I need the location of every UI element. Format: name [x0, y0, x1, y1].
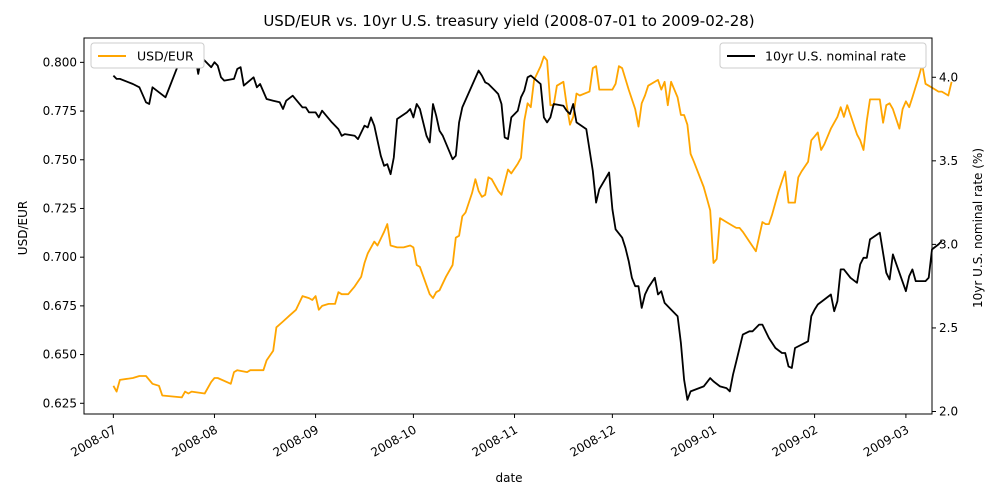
left-y-tick-label: 0.700	[43, 250, 77, 264]
right-y-tick-label: 2.5	[939, 321, 958, 335]
series-line-10yr-rate	[112, 53, 943, 401]
legend-10yr-rate: 10yr U.S. nominal rate	[719, 42, 927, 69]
right-y-tick-label: 4.0	[939, 70, 958, 84]
plot-area	[112, 53, 953, 401]
right-y-axis-title: 10yr U.S. nominal rate (%)	[971, 148, 985, 308]
x-axis-title: date	[495, 471, 522, 485]
left-y-tick-label: 0.675	[43, 299, 77, 313]
left-y-tick-label: 0.725	[43, 201, 77, 215]
x-tick-label: 2008-09	[271, 422, 321, 459]
chart-title: USD/EUR vs. 10yr U.S. treasury yield (20…	[263, 12, 754, 30]
left-y-axis: 0.625 0.650 0.675 0.700 0.725 0.750 0.775 0.800	[43, 55, 84, 410]
series-line-usd-eur	[112, 55, 953, 399]
right-y-tick-label: 3.5	[939, 154, 958, 168]
left-y-tick-label: 0.650	[43, 348, 77, 362]
x-tick-label: 2009-03	[861, 422, 911, 459]
left-y-tick-label: 0.750	[43, 153, 77, 167]
left-y-tick-label: 0.775	[43, 104, 77, 118]
left-y-tick-label: 0.625	[43, 396, 77, 410]
legend-box	[719, 42, 927, 69]
left-y-axis-title: USD/EUR	[16, 201, 30, 255]
right-y-axis: 2.0 2.5 3.0 3.5 4.0	[932, 70, 958, 418]
right-y-tick-label: 2.0	[939, 404, 958, 418]
legend-label-10yr-rate: 10yr U.S. nominal rate	[765, 49, 906, 64]
right-y-tick-label: 3.0	[939, 237, 958, 251]
plot-frame	[83, 37, 933, 415]
legend-box	[90, 42, 205, 69]
x-tick-label: 2008-08	[170, 422, 220, 459]
x-tick-label: 2008-10	[368, 422, 418, 459]
x-tick-label: 2008-12	[567, 422, 617, 459]
legend-usd-eur: USD/EUR	[90, 42, 205, 69]
legend-label-usd-eur: USD/EUR	[137, 49, 194, 64]
x-axis: 2008-07 2008-08 2008-09 2008-10 2008-11 2008-…	[68, 414, 911, 460]
x-tick-label: 2008-11	[470, 422, 520, 459]
x-tick-label: 2009-01	[669, 422, 719, 459]
left-y-tick-label: 0.800	[43, 55, 77, 69]
x-tick-label: 2009-02	[770, 422, 820, 459]
x-tick-label: 2008-07	[68, 422, 118, 459]
